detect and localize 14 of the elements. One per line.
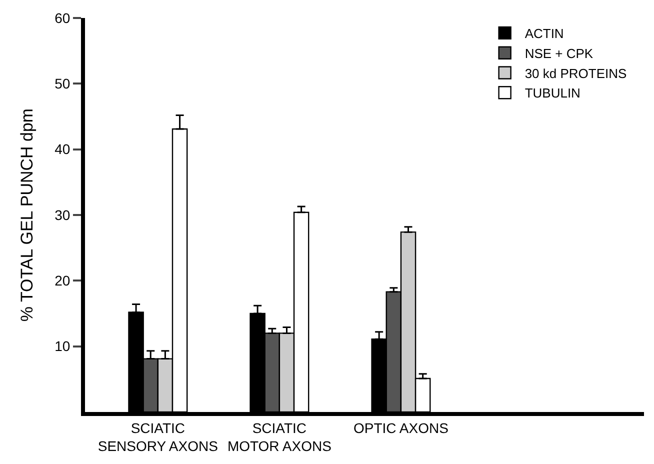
x-tick-label: SCIATIC SENSORY AXONS xyxy=(98,420,218,454)
y-tick-label: 50 xyxy=(54,76,70,92)
legend-label: TUBULIN xyxy=(524,86,580,101)
y-tick-label: 20 xyxy=(54,272,70,289)
y-tick-label: 60 xyxy=(54,10,70,26)
y-tick-label: 30 xyxy=(54,206,70,223)
y-tick-label: 40 xyxy=(54,141,70,158)
y-tick-label: 10 xyxy=(54,338,70,354)
legend-label: NSE + CPK xyxy=(524,46,594,61)
x-tick-label: OPTIC AXONS xyxy=(354,420,448,436)
x-tick-label: SCIATIC MOTOR AXONS xyxy=(227,420,332,454)
y-axis-title: % TOTAL GEL PUNCH dpm xyxy=(18,108,37,322)
legend-label: ACTIN xyxy=(524,26,564,42)
legend-label: 30 kd PROTEINS xyxy=(524,66,628,81)
